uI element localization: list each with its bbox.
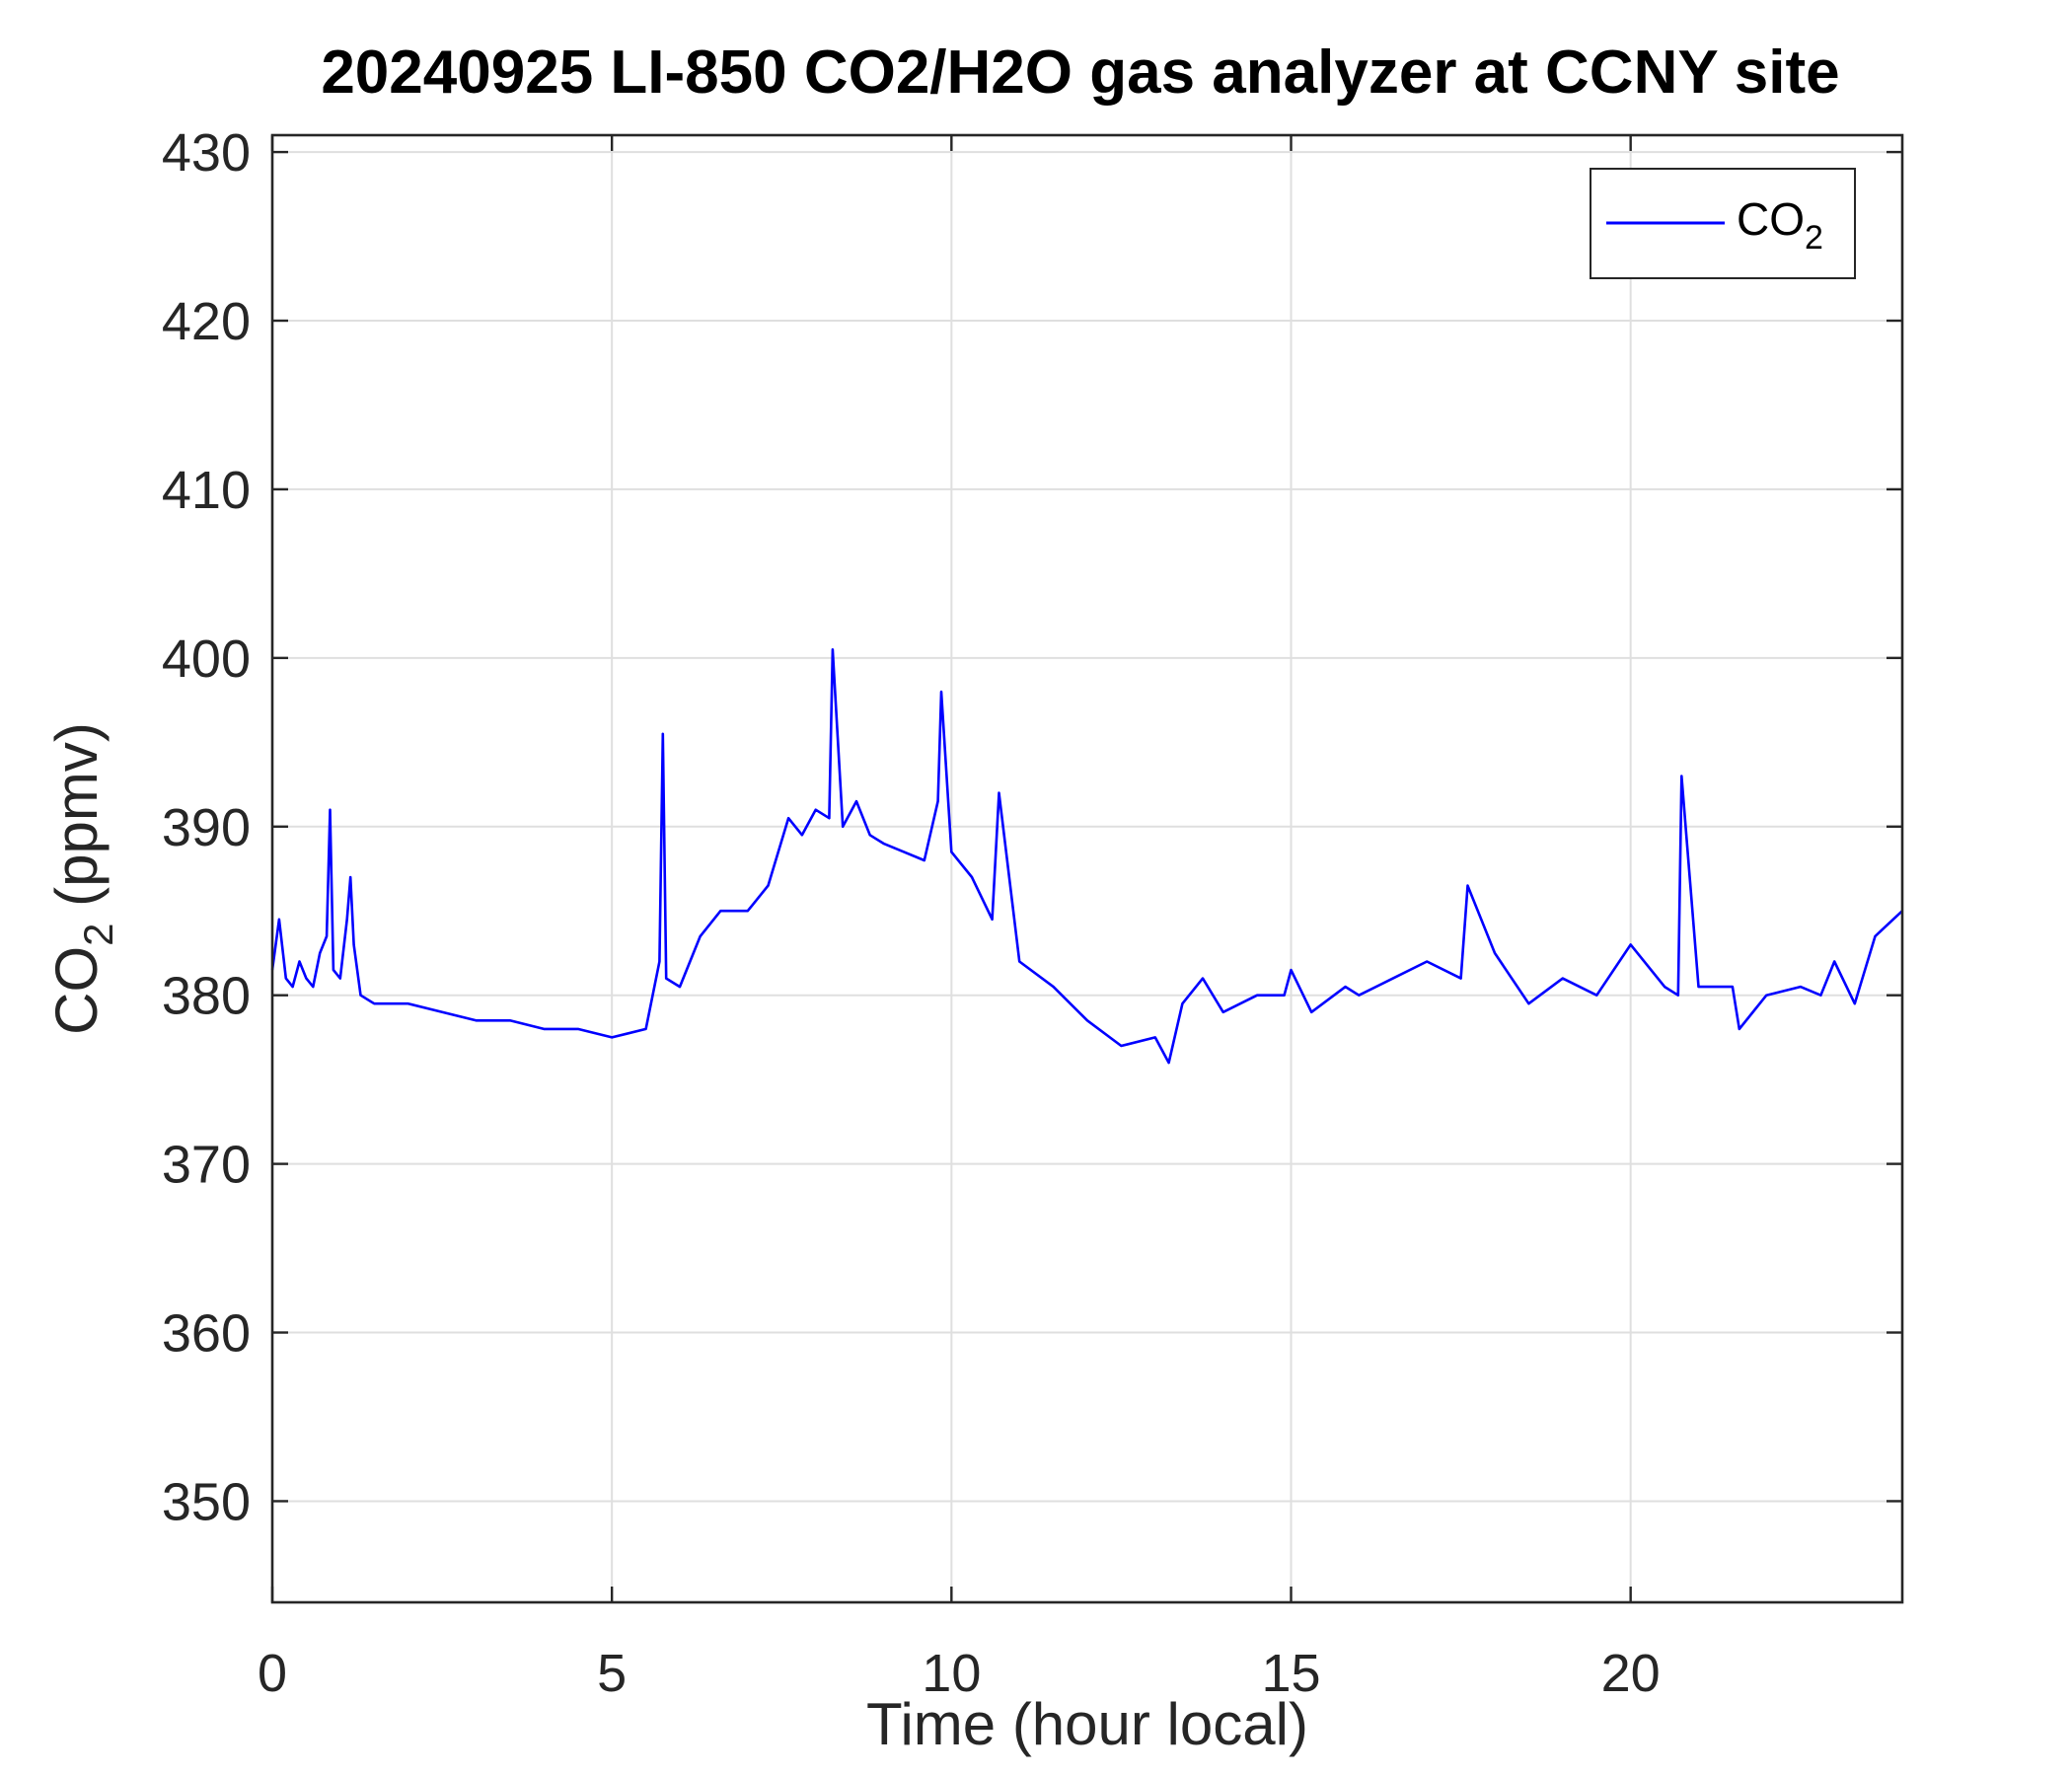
legend-label-subscript: 2 [1805, 219, 1823, 257]
grid [271, 135, 1902, 1602]
y-tick-label: 420 [162, 292, 251, 351]
y-tick-label: 350 [162, 1472, 251, 1531]
y-tick-label: 400 [162, 629, 251, 689]
legend-label-main: CO [1737, 193, 1805, 245]
tick-marks [270, 135, 1902, 1602]
y-axis-label-main: CO [43, 946, 110, 1035]
legend: CO2 [1590, 168, 1856, 279]
legend-label-co2: CO2 [1737, 193, 1823, 257]
co2-series-line [270, 648, 1903, 1065]
x-tick-label: 15 [1261, 1644, 1320, 1703]
y-axis-label-subscript: 2 [75, 924, 121, 946]
y-axis-label: CO2 (ppmv) [43, 722, 121, 1035]
y-tick-labels: 350 360 370 380 390 400 410 420 430 [162, 123, 251, 1531]
y-axis-label-unit: (ppmv) [43, 722, 110, 923]
x-tick-label: 0 [258, 1644, 287, 1703]
x-tick-label: 10 [922, 1644, 981, 1703]
x-axis-label: Time (hour local) [866, 1691, 1308, 1757]
y-tick-label: 370 [162, 1136, 251, 1195]
chart-title: 20240925 LI-850 CO2/H2O gas analyzer at … [321, 38, 1839, 107]
y-tick-label: 430 [162, 123, 251, 183]
y-tick-label: 380 [162, 967, 251, 1026]
x-tick-label: 5 [597, 1644, 627, 1703]
x-tick-labels: 0 5 10 15 20 [258, 1644, 1661, 1703]
axes-box [270, 133, 1904, 1604]
y-tick-label: 410 [162, 461, 251, 520]
y-tick-label: 390 [162, 798, 251, 857]
x-tick-label: 20 [1601, 1644, 1661, 1703]
y-tick-label: 360 [162, 1304, 251, 1364]
